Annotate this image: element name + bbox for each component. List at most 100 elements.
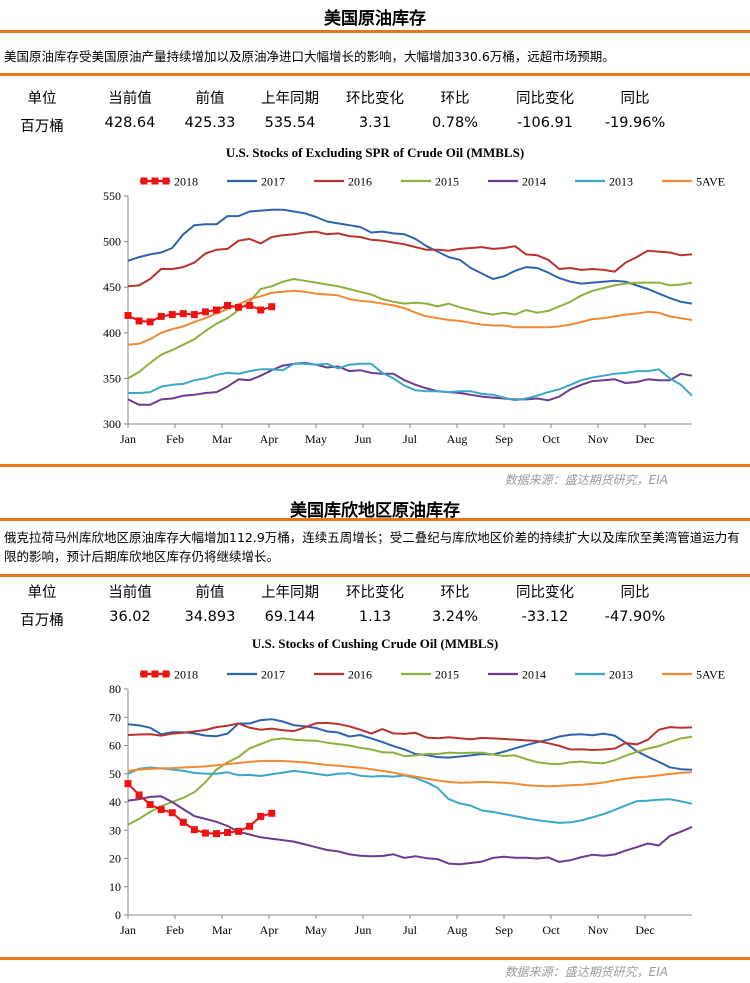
data-point-2018: [124, 780, 132, 788]
metric-value: -106.91: [517, 115, 573, 131]
x-tick-label: Sep: [495, 923, 513, 937]
metric-header: 同比变化: [516, 91, 574, 107]
metric-value: 百万桶: [20, 119, 64, 135]
data-point-2018: [190, 311, 198, 319]
y-tick-label: 500: [103, 235, 121, 249]
data-point-2018: [124, 311, 132, 319]
y-tick-label: 400: [103, 326, 121, 340]
data-point-2018: [246, 822, 254, 830]
x-tick-label: Feb: [166, 432, 184, 446]
legend-marker: [162, 177, 170, 185]
x-tick-label: Sep: [495, 432, 513, 446]
x-tick-label: Aug: [447, 432, 468, 446]
x-tick-label: Jun: [355, 923, 372, 937]
x-tick-label: Jan: [120, 432, 136, 446]
metric-header: 环比变化: [346, 91, 404, 107]
metric-value: 36.02: [109, 609, 151, 625]
data-point-2018: [268, 303, 276, 311]
y-tick-label: 40: [109, 795, 121, 809]
series-line-2016: [127, 230, 693, 288]
data-point-2018: [257, 306, 265, 314]
y-tick-label: 0: [115, 908, 121, 922]
legend-label: 2018: [174, 175, 198, 189]
legend-label: 5AVE: [696, 175, 725, 189]
data-point-2018: [201, 308, 209, 316]
chart-title: U.S. Stocks of Cushing Crude Oil (MMBLS): [252, 636, 498, 651]
data-point-2018: [212, 306, 220, 314]
metric-header: 同比: [620, 91, 650, 107]
chart-title: U.S. Stocks of Excluding SPR of Crude Oi…: [226, 145, 524, 160]
data-point-2018: [224, 301, 232, 309]
legend-item: 2015: [401, 175, 459, 189]
chart-legend: 2018 2017 2016 2015 2014 2013 5AVE: [140, 668, 725, 682]
y-tick-label: 70: [109, 710, 121, 724]
legend-label: 2016: [348, 668, 372, 682]
legend-marker: [140, 670, 148, 678]
x-tick-label: Oct: [542, 923, 560, 937]
metric-value: 百万桶: [20, 613, 64, 629]
y-tick-label: 300: [103, 417, 121, 431]
metrics-header-row: 单位 当前值 前值 上年同期 环比变化 环比 同比变化 同比: [0, 581, 750, 603]
y-tick-label: 450: [103, 280, 121, 294]
data-point-2018: [179, 310, 187, 318]
section-divider: [0, 957, 750, 960]
series-line-2017: [127, 208, 693, 305]
x-tick-label: Mar: [212, 432, 232, 446]
metric-value: -47.90%: [604, 609, 666, 625]
metric-value: 3.31: [358, 115, 392, 131]
data-point-2018: [157, 312, 165, 320]
legend-label: 2015: [435, 175, 459, 189]
x-tick-label: Apr: [260, 432, 279, 446]
metric-value: 535.54: [264, 115, 316, 131]
metric-header: 单位: [27, 585, 57, 601]
legend-item: 2013: [575, 175, 633, 189]
section-divider: [0, 30, 750, 33]
legend-marker: [151, 177, 159, 185]
data-point-2018: [146, 318, 154, 326]
chart-legend: 2018 2017 2016 2015 2014 2013 5AVE: [140, 175, 725, 189]
metric-value: 425.33: [184, 115, 236, 131]
metric-header: 同比变化: [516, 585, 574, 601]
x-tick-label: Jul: [403, 432, 418, 446]
legend-label: 2014: [522, 175, 546, 189]
series-line-2015: [127, 735, 693, 826]
x-tick-label: Oct: [542, 432, 560, 446]
legend-item: 2014: [488, 668, 546, 682]
series-line-2016: [127, 721, 693, 751]
chart-cushing-stocks: U.S. Stocks of Cushing Crude Oil (MMBLS)…: [109, 636, 725, 937]
y-tick-label: 350: [103, 371, 121, 385]
x-tick-label: Jun: [355, 432, 372, 446]
legend-marker: [140, 177, 148, 185]
metric-header: 前值: [195, 585, 225, 601]
metrics-value-row: 百万桶 428.64 425.33 535.54 3.31 0.78% -106…: [0, 115, 750, 137]
data-point-2018: [190, 826, 198, 834]
series-line-2015: [127, 278, 693, 380]
metric-value: 1.13: [358, 609, 392, 625]
metric-value: 69.144: [264, 609, 316, 625]
y-tick-label: 550: [103, 189, 121, 203]
data-point-2018: [268, 809, 276, 817]
legend-label: 2014: [522, 668, 546, 682]
data-point-2018: [257, 812, 265, 820]
section-description: 俄克拉荷马州库欣地区原油库存大幅增加112.9万桶，连续五周增长；受二叠纪与库欣…: [4, 530, 740, 564]
metric-header: 上年同期: [261, 91, 319, 107]
x-tick-label: Dec: [635, 432, 654, 446]
data-point-2018: [168, 311, 176, 319]
legend-item: 2017: [227, 175, 285, 189]
metric-value: -33.12: [521, 609, 569, 625]
series-line-2014: [127, 361, 693, 406]
y-tick-label: 60: [109, 739, 121, 753]
x-tick-label: Mar: [212, 923, 232, 937]
data-point-2018: [201, 829, 209, 837]
legend-item: 2014: [488, 175, 546, 189]
series-line-2013: [128, 362, 693, 402]
legend-item: 2017: [227, 668, 285, 682]
x-tick-label: Aug: [447, 923, 468, 937]
metric-header: 上年同期: [261, 585, 319, 601]
x-tick-label: Jul: [403, 923, 418, 937]
metric-value: 3.24%: [431, 609, 479, 625]
data-point-2018: [135, 317, 143, 325]
metrics-value-row: 百万桶 36.02 34.893 69.144 1.13 3.24% -33.1…: [0, 609, 750, 631]
data-point-2018: [135, 791, 143, 799]
legend-label: 2013: [609, 668, 633, 682]
